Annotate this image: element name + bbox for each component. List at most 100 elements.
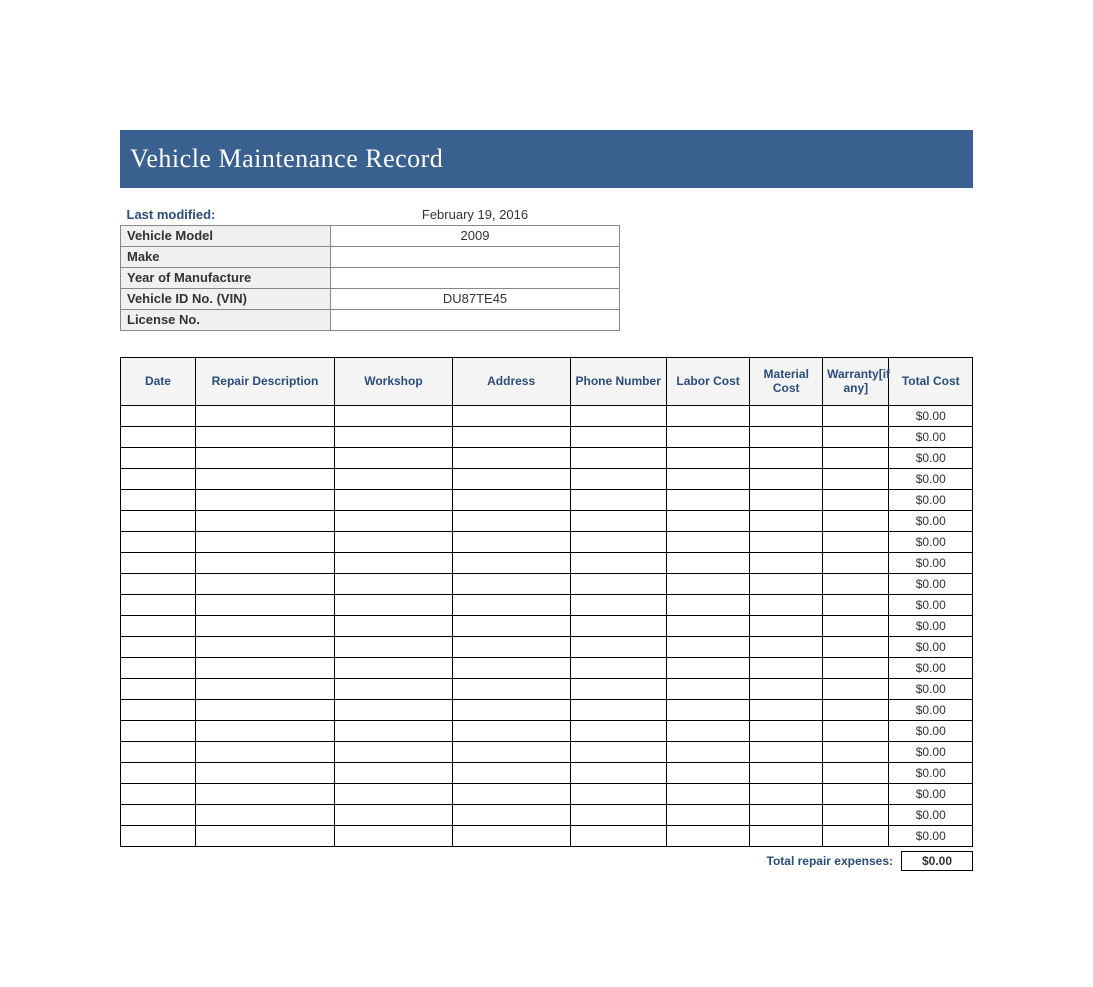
table-cell[interactable] — [121, 447, 196, 468]
table-cell[interactable]: $0.00 — [889, 657, 973, 678]
table-cell[interactable] — [121, 762, 196, 783]
table-cell[interactable] — [750, 783, 823, 804]
table-cell[interactable] — [823, 447, 889, 468]
table-cell[interactable] — [823, 426, 889, 447]
table-cell[interactable] — [750, 720, 823, 741]
table-cell[interactable] — [666, 468, 749, 489]
table-cell[interactable] — [452, 804, 570, 825]
table-cell[interactable]: $0.00 — [889, 720, 973, 741]
table-cell[interactable] — [452, 699, 570, 720]
table-cell[interactable] — [121, 510, 196, 531]
table-cell[interactable] — [750, 510, 823, 531]
table-cell[interactable]: $0.00 — [889, 468, 973, 489]
table-cell[interactable] — [335, 468, 453, 489]
table-cell[interactable] — [666, 678, 749, 699]
table-cell[interactable] — [823, 573, 889, 594]
table-cell[interactable] — [335, 531, 453, 552]
table-cell[interactable] — [666, 489, 749, 510]
table-cell[interactable]: $0.00 — [889, 804, 973, 825]
table-cell[interactable] — [750, 741, 823, 762]
table-cell[interactable] — [335, 720, 453, 741]
table-cell[interactable] — [335, 447, 453, 468]
table-cell[interactable] — [195, 615, 334, 636]
table-cell[interactable] — [195, 825, 334, 846]
table-cell[interactable] — [121, 657, 196, 678]
table-cell[interactable] — [452, 657, 570, 678]
table-cell[interactable] — [666, 447, 749, 468]
table-cell[interactable] — [750, 615, 823, 636]
table-cell[interactable] — [452, 741, 570, 762]
table-cell[interactable] — [335, 783, 453, 804]
table-cell[interactable] — [750, 531, 823, 552]
table-cell[interactable] — [750, 573, 823, 594]
table-cell[interactable] — [666, 804, 749, 825]
table-cell[interactable]: $0.00 — [889, 783, 973, 804]
info-value[interactable] — [331, 309, 620, 330]
table-cell[interactable]: $0.00 — [889, 615, 973, 636]
table-cell[interactable] — [750, 825, 823, 846]
table-cell[interactable] — [666, 552, 749, 573]
table-cell[interactable] — [750, 699, 823, 720]
table-cell[interactable] — [335, 594, 453, 615]
table-cell[interactable] — [570, 510, 666, 531]
table-cell[interactable] — [570, 741, 666, 762]
table-cell[interactable] — [195, 552, 334, 573]
table-cell[interactable] — [121, 552, 196, 573]
table-cell[interactable] — [823, 741, 889, 762]
table-cell[interactable] — [335, 657, 453, 678]
table-cell[interactable] — [195, 720, 334, 741]
table-cell[interactable] — [452, 468, 570, 489]
table-cell[interactable] — [750, 468, 823, 489]
table-cell[interactable] — [195, 657, 334, 678]
table-cell[interactable]: $0.00 — [889, 426, 973, 447]
table-cell[interactable] — [570, 552, 666, 573]
table-cell[interactable] — [823, 804, 889, 825]
table-cell[interactable] — [121, 720, 196, 741]
table-cell[interactable] — [570, 720, 666, 741]
table-cell[interactable] — [666, 720, 749, 741]
table-cell[interactable] — [121, 699, 196, 720]
table-cell[interactable]: $0.00 — [889, 678, 973, 699]
table-cell[interactable] — [750, 762, 823, 783]
table-cell[interactable] — [121, 573, 196, 594]
table-cell[interactable] — [335, 825, 453, 846]
table-cell[interactable] — [335, 405, 453, 426]
table-cell[interactable] — [452, 678, 570, 699]
table-cell[interactable] — [666, 510, 749, 531]
table-cell[interactable]: $0.00 — [889, 447, 973, 468]
table-cell[interactable] — [121, 783, 196, 804]
table-cell[interactable]: $0.00 — [889, 489, 973, 510]
table-cell[interactable] — [666, 783, 749, 804]
table-cell[interactable] — [121, 741, 196, 762]
table-cell[interactable] — [823, 636, 889, 657]
table-cell[interactable] — [195, 741, 334, 762]
table-cell[interactable] — [335, 489, 453, 510]
table-cell[interactable]: $0.00 — [889, 531, 973, 552]
info-value[interactable] — [331, 246, 620, 267]
table-cell[interactable]: $0.00 — [889, 552, 973, 573]
table-cell[interactable] — [570, 678, 666, 699]
table-cell[interactable] — [195, 405, 334, 426]
table-cell[interactable] — [452, 825, 570, 846]
table-cell[interactable] — [750, 426, 823, 447]
table-cell[interactable] — [452, 510, 570, 531]
table-cell[interactable] — [666, 762, 749, 783]
table-cell[interactable] — [195, 447, 334, 468]
table-cell[interactable] — [666, 615, 749, 636]
table-cell[interactable] — [570, 468, 666, 489]
table-cell[interactable] — [121, 405, 196, 426]
table-cell[interactable] — [666, 741, 749, 762]
table-cell[interactable] — [452, 489, 570, 510]
table-cell[interactable] — [452, 405, 570, 426]
table-cell[interactable] — [452, 573, 570, 594]
table-cell[interactable] — [335, 741, 453, 762]
table-cell[interactable] — [823, 699, 889, 720]
table-cell[interactable] — [570, 447, 666, 468]
table-cell[interactable] — [335, 804, 453, 825]
table-cell[interactable] — [335, 678, 453, 699]
table-cell[interactable] — [195, 573, 334, 594]
table-cell[interactable] — [570, 573, 666, 594]
table-cell[interactable] — [823, 594, 889, 615]
table-cell[interactable] — [570, 426, 666, 447]
table-cell[interactable] — [452, 552, 570, 573]
